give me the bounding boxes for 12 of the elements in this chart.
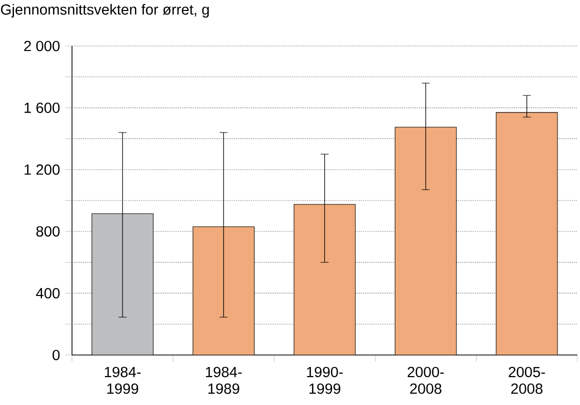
x-tick-label: 2005-2008 — [508, 366, 545, 394]
y-tick-label: 800 — [36, 226, 60, 237]
y-tick-label: 0 — [52, 350, 60, 360]
y-tick-label: 2 000 — [24, 40, 60, 52]
x-tick-label: 2000-2008 — [408, 366, 444, 394]
x-tick-label: 1984-1999 — [104, 366, 141, 394]
x-tick-label: 1984-1989 — [206, 366, 242, 394]
y-axis-title: Gjennomsnittsvekten for ørret, g — [1, 4, 209, 18]
y-tick-label: 400 — [36, 288, 60, 298]
y-tick-label: 1 600 — [24, 102, 60, 113]
y-tick-label: 1 200 — [24, 164, 60, 175]
x-tick-label: 1990-1999 — [307, 366, 343, 394]
